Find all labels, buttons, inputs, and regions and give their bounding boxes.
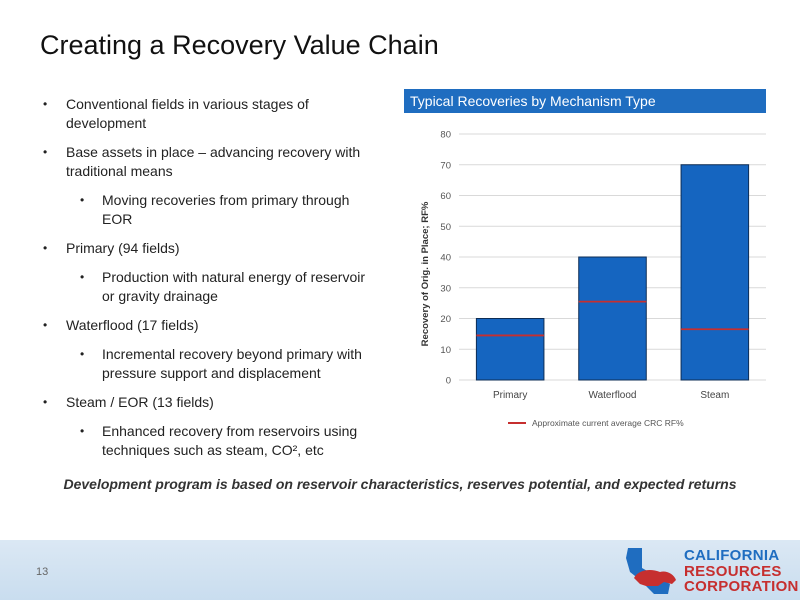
sub-bullet-item: • Production with natural energy of reser…	[40, 268, 380, 306]
y-tick-label: 10	[440, 345, 451, 356]
y-tick-label: 50	[440, 222, 451, 233]
bullet-item: • Steam / EOR (13 fields)	[40, 393, 380, 412]
page-number: 13	[36, 566, 49, 578]
y-tick-label: 0	[446, 376, 451, 387]
logo-line-1: CALIFORNIA	[684, 547, 780, 564]
bullet-text: Waterflood (17 fields)	[66, 317, 199, 333]
y-axis-label: Recovery of Orig. in Place; RF%	[420, 201, 431, 346]
california-logo-icon	[626, 548, 676, 594]
bullet-item: • Conventional fields in various stages o…	[40, 95, 380, 133]
recovery-bar-chart: 0 10 20 30 40 50 60 70 80 Primary Waterflood Steam…	[420, 130, 766, 428]
legend-label: Approximate current average CRC RF%	[532, 418, 684, 428]
bullet-text: Incremental recovery beyond primary with…	[102, 346, 362, 381]
bullet-item: • Primary (94 fields)	[40, 239, 380, 258]
logo-line-2: RESOURCES	[684, 562, 782, 580]
logo-line-3: CORPORATION	[684, 578, 799, 595]
bullet-dot-icon: •	[80, 270, 85, 284]
tagline: Development program is based on reservoi…	[63, 476, 737, 492]
bullet-text: Base assets in place – advancing recover…	[66, 144, 361, 179]
bullet-dot-icon: •	[43, 145, 48, 159]
bullet-dot-icon: •	[80, 193, 85, 207]
sub-bullet-item: • Enhanced recovery from reservoirs using…	[40, 422, 380, 460]
bullet-text: Conventional fields in various stages of…	[66, 96, 309, 131]
bullet-dot-icon: •	[43, 318, 48, 332]
y-tick-label: 80	[440, 130, 451, 141]
bullet-text: Steam / EOR (13 fields)	[66, 394, 214, 410]
bullet-text: Production with natural energy of reserv…	[102, 269, 366, 304]
bullet-dot-icon: •	[43, 241, 48, 255]
bullet-dot-icon: •	[80, 347, 85, 361]
y-tick-label: 30	[440, 283, 451, 294]
y-tick-label: 60	[440, 191, 451, 202]
footer: 13 CALIFORNIA RESOURCES CORPORATION	[0, 540, 800, 600]
x-category-label: Waterflood	[589, 390, 637, 401]
company-logo-text: CALIFORNIA RESOURCES CORPORATION	[684, 548, 799, 595]
x-category-label: Steam	[700, 390, 729, 401]
bullet-dot-icon: •	[80, 424, 85, 438]
x-category-label: Primary	[493, 390, 527, 401]
bullet-text: Moving recoveries from primary through E…	[102, 192, 350, 227]
bullet-text: Enhanced recovery from reservoirs using …	[102, 423, 358, 458]
bullet-dot-icon: •	[43, 395, 48, 409]
sub-bullet-item: • Incremental recovery beyond primary wit…	[40, 345, 380, 383]
bullet-text: Primary (94 fields)	[66, 240, 180, 256]
slide-title: Creating a Recovery Value Chain	[40, 30, 439, 60]
sub-bullet-item: • Moving recoveries from primary through …	[40, 191, 380, 229]
y-tick-label: 40	[440, 253, 451, 264]
bar-primary	[475, 318, 545, 381]
y-tick-label: 70	[440, 160, 451, 171]
y-tick-label: 20	[440, 314, 451, 325]
bullet-item: • Base assets in place – advancing recove…	[40, 143, 380, 181]
bullet-dot-icon: •	[43, 97, 48, 111]
bullet-list: • Conventional fields in various stages o…	[40, 95, 380, 470]
bullet-item: • Waterflood (17 fields)	[40, 316, 380, 335]
chart-title: Typical Recoveries by Mechanism Type	[404, 89, 766, 113]
bar-steam	[680, 164, 750, 381]
bar-waterflood	[578, 256, 647, 381]
